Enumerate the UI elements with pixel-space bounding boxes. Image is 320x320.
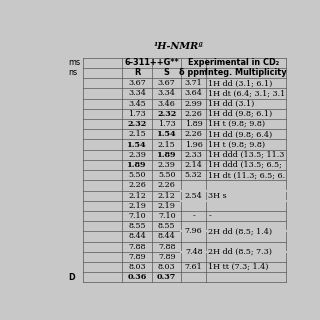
Text: 2.26: 2.26 (185, 110, 203, 118)
Text: 1H ddd (13.5; 6.5;: 1H ddd (13.5; 6.5; (208, 161, 282, 169)
Text: 5.50: 5.50 (158, 171, 175, 179)
Text: 8.03: 8.03 (128, 263, 146, 271)
Text: R: R (134, 68, 140, 77)
Text: 7.89: 7.89 (128, 253, 146, 261)
Text: 7.89: 7.89 (158, 253, 175, 261)
Text: 1H tt (7.3; 1.4): 1H tt (7.3; 1.4) (208, 263, 269, 271)
Text: 7.61: 7.61 (185, 263, 203, 271)
Text: 2.12: 2.12 (158, 192, 176, 200)
Text: 1H t (9.8; 9.8): 1H t (9.8; 9.8) (208, 120, 265, 128)
Text: 1H dd (3.1): 1H dd (3.1) (208, 100, 255, 108)
Text: 2H dd (8.5; 7.3): 2H dd (8.5; 7.3) (208, 248, 272, 256)
Text: 1.89: 1.89 (185, 120, 203, 128)
Text: 1.89: 1.89 (157, 151, 176, 159)
Text: 8.55: 8.55 (128, 222, 146, 230)
Text: 1.96: 1.96 (185, 140, 203, 148)
Text: Integ. Multiplicity: Integ. Multiplicity (205, 68, 287, 77)
Text: 2.15: 2.15 (128, 130, 146, 138)
Text: 5.50: 5.50 (128, 171, 146, 179)
Text: 1H dt (11.3; 6.5; 6.: 1H dt (11.3; 6.5; 6. (208, 171, 285, 179)
Text: 2.26: 2.26 (185, 130, 203, 138)
Text: 1.54: 1.54 (157, 130, 177, 138)
Text: 3.45: 3.45 (128, 100, 146, 108)
Text: 2H dd (8.5; 1.4): 2H dd (8.5; 1.4) (208, 228, 272, 236)
Text: 7.10: 7.10 (158, 212, 175, 220)
Text: 1H dt (6.4; 3.1; 3.1: 1H dt (6.4; 3.1; 3.1 (208, 89, 285, 97)
Text: 1H dd (3.1; 6.1): 1H dd (3.1; 6.1) (208, 79, 273, 87)
Text: 3.34: 3.34 (128, 89, 146, 97)
Text: 8.03: 8.03 (158, 263, 175, 271)
Text: 3.67: 3.67 (158, 79, 176, 87)
Text: 2.26: 2.26 (128, 181, 146, 189)
Text: 2.32: 2.32 (128, 120, 147, 128)
Text: 2.54: 2.54 (185, 192, 203, 200)
Text: 7.88: 7.88 (128, 243, 146, 251)
Text: 1H t (9.8; 9.8): 1H t (9.8; 9.8) (208, 140, 265, 148)
Text: -: - (208, 212, 211, 220)
Text: 7.48: 7.48 (185, 248, 203, 256)
Text: D: D (69, 273, 75, 282)
Text: 1.89: 1.89 (127, 161, 147, 169)
Text: 2.14: 2.14 (185, 161, 203, 169)
Text: S: S (164, 68, 170, 77)
Text: δ ppm: δ ppm (180, 68, 208, 77)
Text: 0.37: 0.37 (157, 273, 176, 281)
Text: 8.44: 8.44 (128, 233, 146, 241)
Text: 1H dd (9.8; 6.4): 1H dd (9.8; 6.4) (208, 130, 273, 138)
Text: 2.19: 2.19 (128, 202, 146, 210)
Bar (40, 38, 60, 285)
Text: 7.10: 7.10 (128, 212, 146, 220)
Text: 3.46: 3.46 (158, 100, 176, 108)
Text: ms: ms (69, 58, 81, 67)
Text: 1H ddd (13.5; 11.3: 1H ddd (13.5; 11.3 (208, 151, 284, 159)
Text: 2.99: 2.99 (185, 100, 203, 108)
Text: 2.19: 2.19 (158, 202, 176, 210)
Text: 8.55: 8.55 (158, 222, 175, 230)
Text: 6-311++G**: 6-311++G** (124, 58, 179, 67)
Text: 7.96: 7.96 (185, 228, 203, 236)
Text: -: - (192, 212, 195, 220)
Text: 7.88: 7.88 (158, 243, 175, 251)
Text: 5.32: 5.32 (185, 171, 203, 179)
Text: ¹H-NMRª: ¹H-NMRª (154, 42, 204, 52)
Text: 2.32: 2.32 (157, 110, 176, 118)
Text: 3.64: 3.64 (185, 89, 203, 97)
Text: 3H s: 3H s (208, 192, 227, 200)
Text: ns: ns (69, 68, 78, 77)
Text: 8.44: 8.44 (158, 233, 176, 241)
Text: 1.73: 1.73 (128, 110, 146, 118)
Text: 3.34: 3.34 (158, 89, 176, 97)
Text: Experimental in CD₂: Experimental in CD₂ (188, 58, 280, 67)
Text: 2.39: 2.39 (158, 161, 176, 169)
Text: 1H dd (9.8; 6.1): 1H dd (9.8; 6.1) (208, 110, 273, 118)
Text: 2.39: 2.39 (128, 151, 146, 159)
Text: 2.15: 2.15 (158, 140, 176, 148)
Text: 3.67: 3.67 (128, 79, 146, 87)
Text: 0.36: 0.36 (128, 273, 147, 281)
Text: 1.73: 1.73 (158, 120, 176, 128)
Text: 2.33: 2.33 (185, 151, 203, 159)
Text: 2.12: 2.12 (128, 192, 146, 200)
Text: 1.54: 1.54 (127, 140, 147, 148)
Text: 2.26: 2.26 (158, 181, 176, 189)
Text: 3.71: 3.71 (185, 79, 203, 87)
